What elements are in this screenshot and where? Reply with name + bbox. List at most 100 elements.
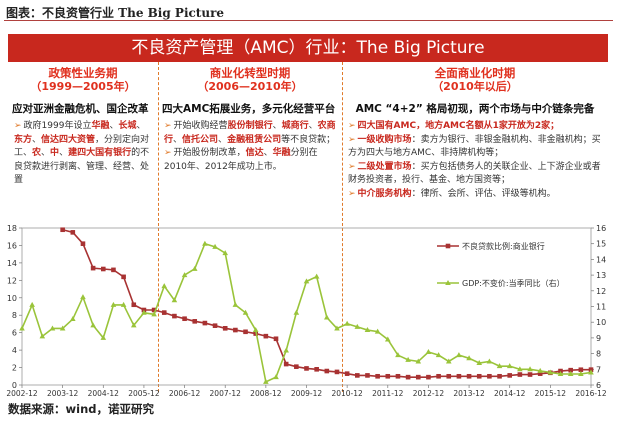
data-point-gdp [588, 369, 594, 375]
bullet-text: 、 [173, 134, 183, 145]
period-policy: 政策性业务期 （1999—2005年） 应对亚洲金融危机、国企改革 ➢ 政府199… [8, 62, 158, 222]
bullet-text: 四大国有AMC，地方AMC名额从1家开放为2家； [357, 121, 560, 131]
data-point-npl [70, 230, 76, 235]
data-point-gdp [29, 301, 35, 307]
bullet-list: ➢ 四大国有AMC，地方AMC名额从1家开放为2家； ➢ 一级收购市场：卖方为银行、非… [344, 120, 606, 201]
data-point-npl [233, 327, 238, 333]
y-left-tick-label: 10 [7, 294, 17, 303]
bullet-text: 金融租赁公司 [227, 134, 282, 145]
x-tick-label: 2015-12 [535, 389, 567, 398]
bullet-text: 、 [263, 148, 273, 158]
bullet-text: 分别在2010年、2012年成功上市。 [164, 148, 318, 172]
y-right-tick-label: 7 [596, 365, 601, 374]
data-point-gdp [80, 294, 86, 300]
data-point-npl [517, 372, 523, 377]
data-point-gdp [527, 366, 533, 372]
bullet-list: ➢ 开始收购经营股份制银行、城商行、农商行、信托公司、金融租赁公司等不良贷款； ➢ 开… [160, 120, 340, 174]
y-right-tick-label: 13 [596, 271, 606, 280]
bullet-text: 华融 [272, 148, 291, 158]
y-left-tick-label: 14 [7, 259, 17, 268]
data-point-gdp [151, 311, 157, 317]
x-tick-label: 2003-12 [47, 389, 79, 398]
bullet-text: 二级处置市场 [357, 161, 412, 172]
data-point-gdp [171, 297, 178, 303]
period-heading: 应对亚洲金融危机、国企改革 [12, 103, 149, 115]
data-point-gdp [90, 322, 96, 328]
bullet-item: ➢ 开始收购经营股份制银行、城商行、农商行、信托公司、金融租赁公司等不良贷款； [164, 120, 336, 147]
x-tick-label: 2005-12 [128, 389, 160, 398]
bullet-text: 、 [41, 148, 51, 158]
data-point-npl [80, 241, 86, 246]
data-point-gdp [435, 352, 442, 358]
period-heading: 四大AMC拓展业务，多元化经营平台 [162, 103, 336, 115]
y-right-tick-label: 16 [596, 224, 606, 233]
bullet-text: 农 [32, 148, 42, 158]
bullet-text: 一级收购市场 [357, 134, 412, 145]
y-right-tick-label: 9 [596, 334, 601, 343]
period-title: 商业化转型时期 [209, 66, 291, 80]
data-point-npl [314, 367, 319, 372]
bullet-text: 中介服务机构 [357, 188, 412, 199]
data-point-npl [304, 366, 309, 371]
data-point-gdp [141, 309, 147, 315]
bullet-text: 的不良贷款进行剥离、管理、经营、处置 [14, 148, 150, 185]
data-point-npl [537, 371, 543, 376]
plot-frame [21, 227, 592, 386]
bullet-text: 、 [59, 148, 69, 158]
data-point-npl [131, 302, 137, 308]
series-line-0 [62, 228, 592, 378]
data-point-gdp [283, 347, 289, 353]
legend-marker [445, 280, 451, 285]
bullet-text: 等不良贷款； [281, 134, 336, 145]
data-point-npl [212, 323, 218, 328]
bullet-arrow-icon: ➢ [164, 121, 172, 131]
bullet-item: ➢ 四大国有AMC，地方AMC名额从1家开放为2家； [348, 120, 602, 134]
title-banner: 不良资产管理（AMC）行业：The Big Picture [8, 34, 608, 62]
x-tick-label: 2016-12 [575, 389, 607, 398]
data-point-npl [283, 361, 289, 367]
data-point-gdp [222, 250, 229, 256]
bullet-text: ：买方包括债务人的关联企业、上下游企业或者财务投资者，投行、基金、地方国资等； [348, 161, 601, 186]
bullet-arrow-icon: ➢ [348, 134, 356, 145]
bullet-text: 股份制银行 [227, 121, 273, 131]
data-point-gdp [313, 273, 320, 279]
data-point-gdp [557, 371, 564, 377]
data-point-gdp [405, 356, 411, 362]
data-point-gdp [130, 322, 137, 328]
y-left-tick-label: 18 [7, 224, 17, 233]
data-point-gdp [486, 358, 493, 364]
y-left-tick-label: 0 [12, 381, 17, 390]
data-point-npl [324, 368, 330, 374]
data-point-npl [507, 373, 513, 378]
data-point-gdp [161, 283, 168, 289]
data-point-npl [375, 373, 380, 379]
bullet-text: 建四大国有银行 [68, 148, 132, 158]
data-point-gdp [263, 378, 269, 384]
data-point-npl [192, 319, 198, 324]
bullet-arrow-icon: ➢ [348, 188, 356, 199]
data-point-gdp [100, 334, 107, 340]
data-point-npl [355, 373, 360, 378]
bullet-text: 、 [136, 121, 146, 131]
x-tick-label: 2011-12 [372, 389, 404, 398]
data-point-gdp [517, 366, 523, 372]
data-point-gdp [19, 325, 25, 331]
y-left-tick-label: 12 [7, 276, 17, 285]
x-tick-label: 2002-12 [6, 389, 38, 398]
y-right-tick-label: 6 [596, 381, 601, 390]
data-point-npl [426, 374, 431, 380]
bullet-text: 长城 [118, 121, 137, 131]
bullet-item: ➢ 一级收购市场：卖方为银行、非银金融机构、非金融机构；买方为四大与地方AMC、非… [348, 134, 602, 161]
data-point-npl [60, 227, 65, 233]
data-point-gdp [181, 272, 188, 278]
data-point-npl [527, 372, 533, 377]
bullet-text: 开始收购经营 [173, 121, 228, 131]
data-point-npl [243, 329, 248, 335]
data-point-npl [334, 369, 340, 375]
data-point-gdp [212, 243, 218, 249]
period-years: （2006—2010年） [197, 80, 303, 93]
data-point-npl [466, 373, 472, 379]
bullet-text: 、 [272, 121, 282, 131]
data-point-gdp [354, 323, 361, 329]
